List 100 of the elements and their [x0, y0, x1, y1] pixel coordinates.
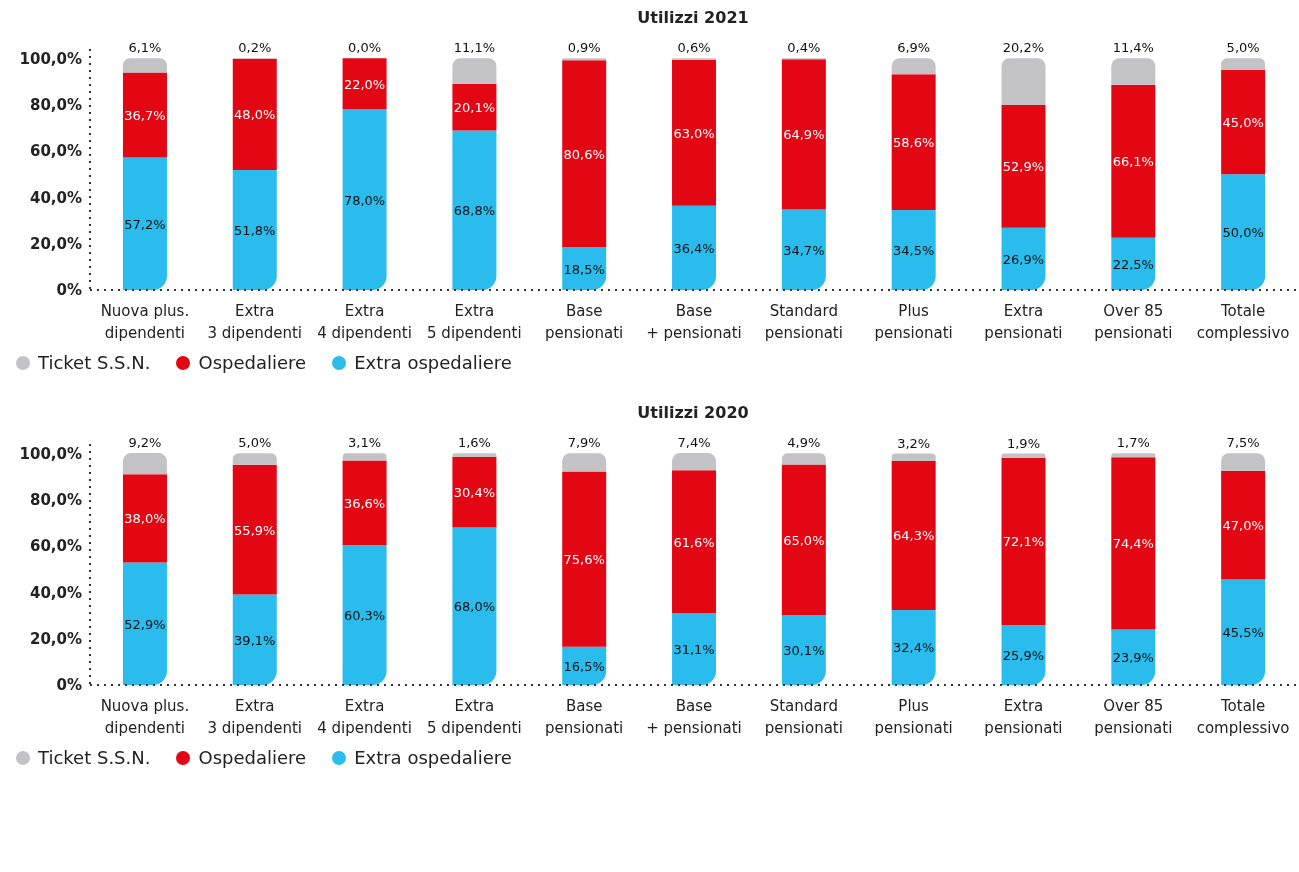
- bar: [1001, 624, 1046, 685]
- bar: [122, 474, 167, 563]
- data-label: 3,2%: [897, 435, 931, 451]
- data-label: 75,6%: [563, 552, 605, 568]
- data-label: 5,0%: [238, 435, 272, 451]
- bar: [122, 562, 167, 685]
- bar: [1001, 105, 1046, 228]
- data-label: 58,6%: [893, 135, 935, 151]
- x-tick-label: Totale complessivo: [1196, 302, 1290, 342]
- data-label: 60,3%: [343, 608, 386, 624]
- legend-label: Ticket S.S.N.: [38, 352, 151, 373]
- data-label: 57,2%: [124, 216, 166, 232]
- x-tick-label: Base + pensionati: [646, 302, 742, 342]
- data-label: 64,9%: [783, 127, 825, 143]
- data-label: 23,9%: [1112, 650, 1154, 666]
- x-tick-label: Extra 5 dipendenti: [427, 302, 522, 342]
- data-label: 6,1%: [128, 40, 162, 56]
- x-tick-label: Extra 5 dipendenti: [427, 697, 522, 737]
- data-label: 7,9%: [567, 435, 601, 451]
- y-tick-label: 40,0%: [29, 188, 82, 207]
- bar: [452, 456, 497, 528]
- x-tick-label: Extra 4 dipendenti: [317, 697, 412, 737]
- data-label: 7,5%: [1226, 435, 1260, 451]
- data-label: 20,2%: [1002, 40, 1045, 56]
- data-label: 11,4%: [1112, 40, 1154, 56]
- chart-title: Utilizzi 2020: [636, 403, 750, 422]
- data-label: 66,1%: [1112, 154, 1154, 170]
- bar: [1221, 453, 1266, 471]
- bar: [452, 83, 497, 131]
- data-label: 55,9%: [234, 522, 276, 538]
- x-tick-label: Base + pensionati: [646, 697, 742, 737]
- bar: [122, 72, 167, 158]
- bar: [342, 545, 387, 685]
- bar: [562, 471, 607, 647]
- y-tick-label: 20,0%: [29, 629, 82, 648]
- legend-label: Ticket S.S.N.: [38, 747, 151, 768]
- bar: [232, 169, 277, 290]
- x-tick-label: Over 85 pensionati: [1094, 302, 1173, 342]
- bar: [891, 453, 936, 461]
- bar: [1111, 237, 1156, 290]
- data-label: 0,9%: [567, 40, 601, 56]
- x-tick-label: Plus pensionati: [874, 302, 953, 342]
- bar: [672, 205, 717, 290]
- bar: [1111, 84, 1156, 238]
- data-label: 68,8%: [453, 203, 496, 219]
- data-label: 68,0%: [453, 599, 496, 615]
- bar: [1001, 457, 1046, 625]
- x-tick-label: Nuova plus. dipendenti: [100, 697, 190, 737]
- data-label: 38,0%: [124, 511, 166, 527]
- bar: [122, 58, 167, 73]
- bar: [891, 58, 936, 75]
- data-label: 16,5%: [563, 658, 605, 674]
- bar: [1221, 579, 1266, 685]
- data-label: 36,6%: [343, 495, 386, 511]
- x-tick-label: Extra pensionati: [984, 697, 1063, 737]
- bar: [891, 210, 936, 290]
- bar: [781, 453, 826, 465]
- chart-title: Utilizzi 2021: [636, 8, 750, 27]
- bar: [781, 209, 826, 290]
- data-label: 32,4%: [893, 640, 935, 656]
- bar: [122, 157, 167, 290]
- data-label: 47,0%: [1222, 518, 1264, 534]
- data-label: 72,1%: [1002, 534, 1045, 550]
- x-tick-label: Totale complessivo: [1196, 697, 1290, 737]
- bar: [781, 464, 826, 616]
- data-label: 6,9%: [897, 40, 931, 56]
- bar: [781, 615, 826, 685]
- bar: [1001, 58, 1046, 106]
- data-label: 3,1%: [348, 435, 382, 451]
- bar: [891, 460, 936, 610]
- data-label: 0,6%: [677, 40, 711, 56]
- data-label: 7,4%: [677, 435, 711, 451]
- data-label: 63,0%: [673, 125, 715, 141]
- y-tick-label: 60,0%: [29, 537, 82, 556]
- bar: [1001, 227, 1046, 290]
- bar: [672, 612, 717, 685]
- y-tick-label: 20,0%: [29, 234, 82, 253]
- data-label: 50,0%: [1222, 225, 1264, 241]
- data-label: 39,1%: [234, 632, 276, 648]
- bar: [1001, 453, 1046, 458]
- data-label: 34,5%: [893, 243, 935, 259]
- data-label: 34,7%: [783, 242, 825, 258]
- bar: [232, 453, 277, 465]
- legend-label: Ospedaliere: [198, 352, 307, 373]
- legend-label: Extra ospedaliere: [354, 352, 512, 373]
- bar: [562, 58, 607, 61]
- bar: [1221, 69, 1266, 175]
- data-label: 52,9%: [1002, 159, 1045, 175]
- bar: [562, 453, 607, 472]
- bar: [122, 453, 167, 475]
- x-tick-label: Extra 3 dipendenti: [207, 697, 303, 737]
- bar: [342, 453, 387, 461]
- data-label: 11,1%: [453, 40, 496, 56]
- x-tick-label: Nuova plus. dipendenti: [100, 302, 190, 342]
- data-label: 4,9%: [787, 435, 821, 451]
- bar: [1111, 629, 1156, 685]
- bar: [672, 453, 717, 471]
- data-label: 48,0%: [234, 107, 276, 123]
- y-tick-label: 80,0%: [29, 490, 82, 509]
- data-label: 61,6%: [673, 534, 715, 550]
